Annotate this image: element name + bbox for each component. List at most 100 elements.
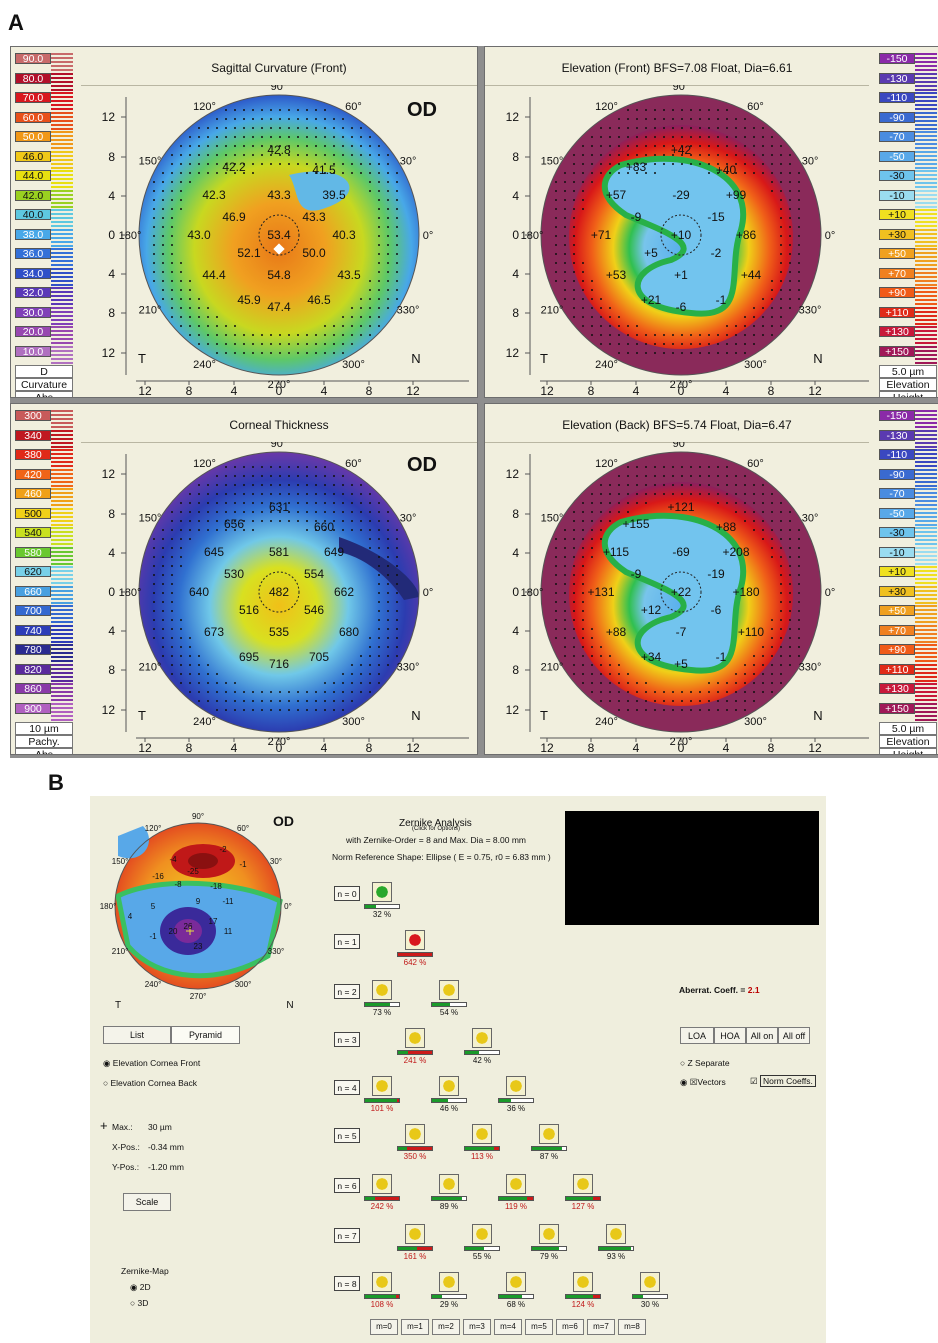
coefficient-percent: 119 % <box>504 1202 528 1211</box>
zernike-mode-icon[interactable] <box>439 1174 459 1194</box>
map-value: 640 <box>189 585 209 599</box>
zernike-subtitle[interactable]: (Click for Options) <box>412 826 461 832</box>
map-value: +121 <box>667 500 694 514</box>
m-filter-button[interactable]: m=4 <box>494 1319 522 1335</box>
radio-2d[interactable]: ◉ 2D <box>130 1282 151 1292</box>
map-value: +131 <box>587 585 614 599</box>
zernike-mode-icon[interactable] <box>539 1124 559 1144</box>
zernike-mode-icon[interactable] <box>539 1224 559 1244</box>
order-label[interactable]: n = 4 <box>334 1080 360 1095</box>
zernike-mode-icon[interactable] <box>472 1224 492 1244</box>
angle-label: 30° <box>802 156 819 168</box>
zernike-map-label: Zernike-Map <box>121 1266 169 1276</box>
blue-edge <box>118 826 149 859</box>
zernike-mode-icon[interactable] <box>472 1028 492 1048</box>
m-filter-button[interactable]: m=8 <box>618 1319 646 1335</box>
scale-ticks <box>51 189 73 209</box>
order-label[interactable]: n = 2 <box>334 984 360 999</box>
zernike-mode-icon[interactable] <box>472 1124 492 1144</box>
radio-3d[interactable]: ○ 3D <box>130 1298 149 1308</box>
zernike-title[interactable]: Zernike Analysis <box>399 818 472 829</box>
y-tick-label: 12 <box>506 110 520 124</box>
zernike-mode-icon[interactable] <box>506 1174 526 1194</box>
zernike-mode-icon[interactable] <box>506 1272 526 1292</box>
map-value: +53 <box>606 268 627 282</box>
map-border <box>540 451 822 733</box>
norm-coeffs-label: Norm Coeffs. <box>759 1075 816 1087</box>
radio-vectors[interactable]: ◉ ☒Vectors <box>680 1077 726 1087</box>
angle-label: 120° <box>145 824 162 833</box>
zernike-mode-icon[interactable] <box>372 882 392 902</box>
order-label[interactable]: n = 6 <box>334 1178 360 1193</box>
order-label[interactable]: n = 5 <box>334 1128 360 1143</box>
zernike-mode-icon[interactable] <box>372 1272 392 1292</box>
radio-z-separate[interactable]: ○ Z Separate <box>680 1058 730 1068</box>
scale-cell: 300 <box>15 410 51 422</box>
scale-button[interactable]: Scale <box>123 1193 171 1211</box>
zernike-mode-icon[interactable] <box>640 1272 660 1292</box>
scale-ticks <box>51 306 73 326</box>
curvature-scale: 90.0 80.0 70.0 60.0 50.0 46.0 44.0 42.0 40.0 38.0… <box>13 53 83 397</box>
norm-coeffs-checkbox[interactable]: ☑ Norm Coeffs. <box>750 1075 816 1087</box>
scale-cell: 42.0 <box>15 189 51 201</box>
coefficient-bar <box>598 1246 634 1251</box>
tab-pyramid[interactable]: Pyramid <box>171 1026 240 1044</box>
radio-elevation-back[interactable]: ○ Elevation Cornea Back <box>103 1078 197 1088</box>
m-filter-button[interactable]: m=0 <box>370 1319 398 1335</box>
order-label[interactable]: n = 3 <box>334 1032 360 1047</box>
zernike-mode-icon[interactable] <box>573 1272 593 1292</box>
zernike-mode-icon[interactable] <box>372 1174 392 1194</box>
map-value: 26 <box>184 922 193 931</box>
bar-red <box>375 1197 399 1200</box>
m-filter-button[interactable]: m=3 <box>463 1319 491 1335</box>
scale-footer: Abs <box>15 391 73 397</box>
m-filter-button[interactable]: m=1 <box>401 1319 429 1335</box>
scale-cell: +70 <box>879 267 915 279</box>
hoa-button[interactable]: HOA <box>714 1027 746 1044</box>
scale-ticks <box>51 53 73 72</box>
map-value: 649 <box>324 545 344 559</box>
map-value: 482 <box>269 585 289 599</box>
zernike-mode-icon[interactable] <box>405 1028 425 1048</box>
map-value: 716 <box>269 657 289 671</box>
coefficient-bar <box>397 1050 433 1055</box>
zernike-mode-icon[interactable] <box>606 1224 626 1244</box>
m-filter-button[interactable]: m=2 <box>432 1319 460 1335</box>
order-label[interactable]: n = 0 <box>334 886 360 901</box>
zernike-mode-icon[interactable] <box>372 980 392 1000</box>
scale-cell: 620 <box>15 566 51 578</box>
zernike-mode-icon[interactable] <box>439 980 459 1000</box>
order-label[interactable]: n = 8 <box>334 1276 360 1291</box>
map-value: 673 <box>204 625 224 639</box>
xpos-label: X-Pos.: <box>112 1142 140 1152</box>
scale-cell: -90 <box>879 468 915 480</box>
scale-footer: 5.0 µm <box>879 365 937 378</box>
loa-button[interactable]: LOA <box>680 1027 714 1044</box>
order-label[interactable]: n = 7 <box>334 1228 360 1243</box>
map-value: 53.4 <box>267 228 291 242</box>
zernike-mode-icon[interactable] <box>405 930 425 950</box>
zernike-mode-icon[interactable] <box>439 1076 459 1096</box>
map-value: +5 <box>674 657 688 671</box>
zernike-mode-icon[interactable] <box>439 1272 459 1292</box>
y-tick-label: 12 <box>102 346 116 360</box>
angle-label: 0° <box>284 902 292 911</box>
zernike-mode-icon[interactable] <box>506 1076 526 1096</box>
y-tick-label: 8 <box>512 663 519 677</box>
radio-elevation-front[interactable]: ◉ Elevation Cornea Front <box>103 1058 201 1068</box>
coefficient-bar <box>531 1146 567 1151</box>
all-on-button[interactable]: All on <box>746 1027 778 1044</box>
angle-label: 330° <box>799 305 822 317</box>
m-filter-button[interactable]: m=5 <box>525 1319 553 1335</box>
tab-list[interactable]: List <box>103 1026 171 1044</box>
zernike-mode-icon[interactable] <box>405 1124 425 1144</box>
order-label[interactable]: n = 1 <box>334 934 360 949</box>
coefficient-percent: 55 % <box>472 1252 492 1261</box>
all-off-button[interactable]: All off <box>778 1027 810 1044</box>
coefficient-percent: 79 % <box>539 1252 559 1261</box>
zernike-mode-icon[interactable] <box>405 1224 425 1244</box>
zernike-mode-icon[interactable] <box>573 1174 593 1194</box>
m-filter-button[interactable]: m=7 <box>587 1319 615 1335</box>
m-filter-button[interactable]: m=6 <box>556 1319 584 1335</box>
zernike-mode-icon[interactable] <box>372 1076 392 1096</box>
